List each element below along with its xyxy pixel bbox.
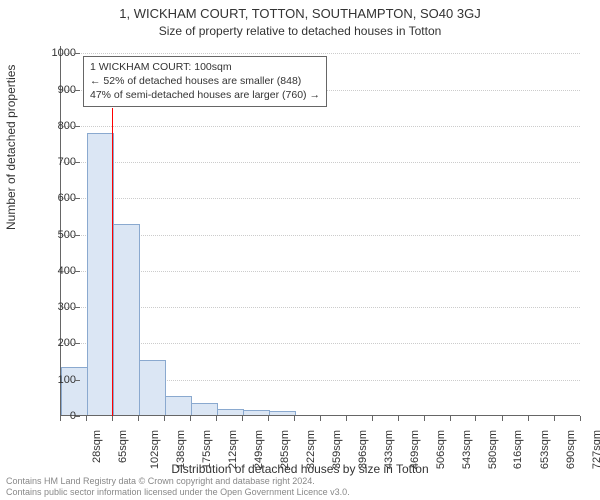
bar — [87, 133, 114, 415]
y-tick-label: 500 — [36, 229, 76, 241]
y-tick-label: 0 — [36, 410, 76, 422]
x-axis-label: Distribution of detached houses by size … — [0, 462, 600, 476]
bar — [139, 360, 166, 415]
marker-line — [112, 108, 113, 416]
footer-line2: Contains public sector information licen… — [6, 487, 350, 498]
gridline — [61, 198, 580, 199]
bar — [243, 410, 270, 415]
x-tick-mark — [86, 416, 87, 421]
x-tick-label: 727sqm — [591, 430, 600, 469]
x-tick-mark — [424, 416, 425, 421]
x-tick-mark — [528, 416, 529, 421]
x-tick-mark — [242, 416, 243, 421]
x-tick-label: 359sqm — [331, 430, 343, 469]
y-tick-label: 300 — [36, 301, 76, 313]
x-tick-label: 28sqm — [91, 430, 103, 463]
x-tick-mark — [398, 416, 399, 421]
y-tick-label: 100 — [36, 374, 76, 386]
y-tick-mark — [75, 53, 80, 54]
x-tick-mark — [502, 416, 503, 421]
y-tick-label: 600 — [36, 192, 76, 204]
annotation-line2: ← 52% of detached houses are smaller (84… — [90, 74, 320, 88]
x-tick-label: 322sqm — [305, 430, 317, 469]
bar — [165, 396, 192, 415]
y-tick-mark — [75, 198, 80, 199]
page-subtitle: Size of property relative to detached ho… — [0, 24, 600, 38]
y-tick-mark — [75, 126, 80, 127]
y-axis-label: Number of detached properties — [4, 65, 18, 230]
y-tick-label: 400 — [36, 265, 76, 277]
x-tick-label: 396sqm — [357, 430, 369, 469]
x-tick-label: 580sqm — [487, 430, 499, 469]
annotation-line3: 47% of semi-detached houses are larger (… — [90, 88, 320, 102]
x-tick-mark — [294, 416, 295, 421]
gridline — [61, 126, 580, 127]
bar — [113, 224, 140, 415]
y-tick-label: 200 — [36, 337, 76, 349]
x-tick-mark — [164, 416, 165, 421]
x-tick-label: 102sqm — [149, 430, 161, 469]
x-tick-mark — [475, 416, 476, 421]
x-tick-mark — [268, 416, 269, 421]
x-tick-mark — [346, 416, 347, 421]
x-tick-mark — [580, 416, 581, 421]
x-tick-mark — [450, 416, 451, 421]
bar — [217, 409, 244, 415]
x-tick-label: 175sqm — [201, 430, 213, 469]
x-tick-label: 212sqm — [227, 430, 239, 469]
x-tick-label: 285sqm — [279, 430, 291, 469]
x-tick-mark — [320, 416, 321, 421]
x-tick-mark — [554, 416, 555, 421]
annotation-box: 1 WICKHAM COURT: 100sqm ← 52% of detache… — [83, 56, 327, 107]
x-tick-label: 653sqm — [539, 430, 551, 469]
x-tick-mark — [60, 416, 61, 421]
footer-text: Contains HM Land Registry data © Crown c… — [6, 476, 350, 499]
x-tick-mark — [216, 416, 217, 421]
y-tick-mark — [75, 343, 80, 344]
x-tick-label: 690sqm — [565, 430, 577, 469]
gridline — [61, 162, 580, 163]
x-tick-label: 469sqm — [409, 430, 421, 469]
bar — [191, 403, 218, 415]
footer-line1: Contains HM Land Registry data © Crown c… — [6, 476, 350, 487]
x-tick-label: 543sqm — [461, 430, 473, 469]
y-tick-label: 900 — [36, 84, 76, 96]
y-tick-label: 700 — [36, 156, 76, 168]
y-tick-mark — [75, 162, 80, 163]
y-tick-mark — [75, 307, 80, 308]
x-tick-label: 506sqm — [435, 430, 447, 469]
x-tick-mark — [112, 416, 113, 421]
y-tick-label: 800 — [36, 120, 76, 132]
y-tick-mark — [75, 271, 80, 272]
x-tick-label: 249sqm — [253, 430, 265, 469]
x-tick-label: 433sqm — [383, 430, 395, 469]
x-tick-label: 138sqm — [175, 430, 187, 469]
y-tick-mark — [75, 90, 80, 91]
x-tick-label: 65sqm — [117, 430, 129, 463]
x-tick-mark — [138, 416, 139, 421]
y-tick-mark — [75, 416, 80, 417]
x-tick-label: 616sqm — [513, 430, 525, 469]
y-tick-label: 1000 — [36, 47, 76, 59]
page-title: 1, WICKHAM COURT, TOTTON, SOUTHAMPTON, S… — [0, 6, 600, 21]
annotation-line1: 1 WICKHAM COURT: 100sqm — [90, 60, 320, 74]
y-tick-mark — [75, 380, 80, 381]
bar — [269, 411, 296, 415]
x-tick-mark — [190, 416, 191, 421]
y-tick-mark — [75, 235, 80, 236]
x-tick-mark — [372, 416, 373, 421]
gridline — [61, 53, 580, 54]
